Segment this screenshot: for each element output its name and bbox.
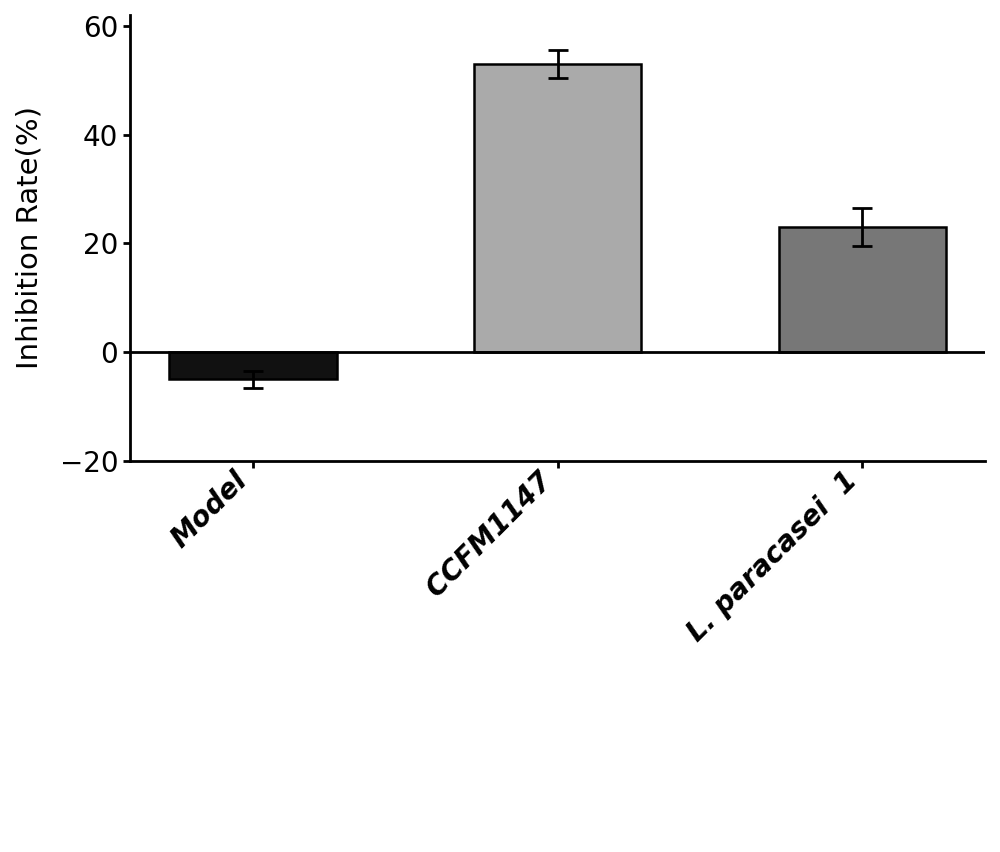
Bar xyxy=(169,352,337,379)
Text: L. paracasei  1: L. paracasei 1 xyxy=(682,466,862,647)
Text: Model: Model xyxy=(166,466,253,554)
Text: CCFM1147: CCFM1147 xyxy=(422,466,558,602)
Y-axis label: Inhibition Rate(%): Inhibition Rate(%) xyxy=(15,106,43,370)
Bar xyxy=(474,64,641,352)
Bar xyxy=(779,227,946,352)
